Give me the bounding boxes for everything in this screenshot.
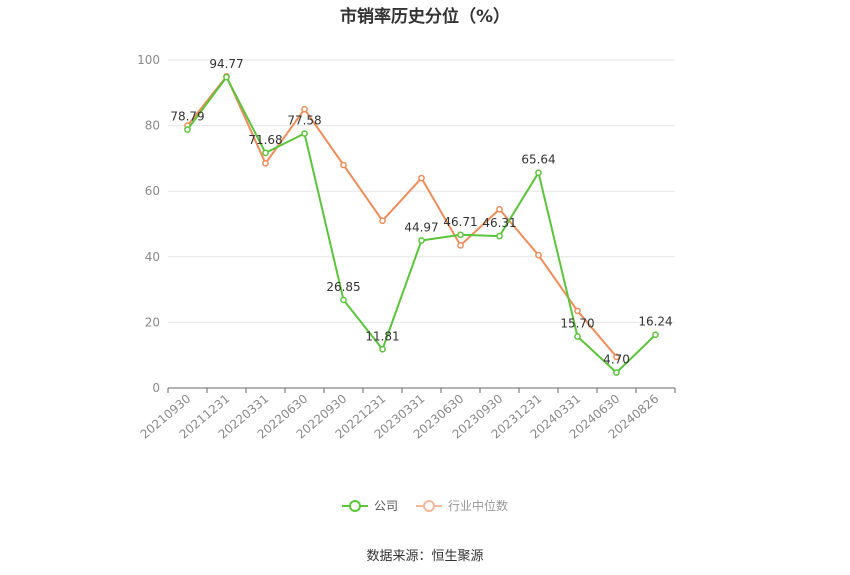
- data-label: 15.70: [560, 317, 594, 331]
- grid: [168, 59, 675, 323]
- y-tick-label: 80: [145, 119, 160, 133]
- data-point-industry: [496, 205, 503, 213]
- source-note: 数据来源：恒生聚源: [366, 549, 484, 564]
- legend-label-industry: 行业中位数: [448, 499, 509, 513]
- data-point-company: [340, 296, 347, 304]
- data-label: 77.58: [287, 114, 321, 128]
- legend-marker-industry: [416, 499, 442, 512]
- data-label: 65.64: [521, 153, 555, 167]
- legend: 公司 行业中位数: [0, 497, 850, 514]
- data-point-company: [379, 345, 386, 353]
- data-point-company: [535, 169, 542, 177]
- data-label: 11.81: [365, 329, 399, 343]
- data-label: 46.31: [482, 216, 516, 230]
- data-point-industry: [262, 159, 269, 167]
- chart-title: 市销率历史分位（%）: [339, 7, 511, 27]
- data-label: 4.70: [603, 353, 630, 367]
- y-tick-label: 100: [137, 53, 160, 67]
- data-point-industry: [301, 105, 308, 113]
- legend-label-company: 公司: [373, 499, 398, 513]
- data-point-company: [457, 231, 464, 239]
- data-label: 44.97: [404, 220, 438, 234]
- series-group: [184, 73, 659, 376]
- data-point-company: [496, 232, 503, 240]
- y-tick-label: 0: [152, 381, 160, 395]
- axes: 0204060801002021093020211231202203312022…: [137, 53, 676, 442]
- data-point-industry: [457, 241, 464, 249]
- data-label: 26.85: [326, 280, 360, 294]
- data-point-company: [574, 333, 581, 340]
- data-point-industry: [340, 161, 347, 169]
- y-tick-label: 20: [145, 315, 160, 329]
- data-label: 78.79: [170, 110, 204, 124]
- y-tick-label: 40: [145, 250, 160, 264]
- data-point-company: [223, 73, 230, 81]
- data-label: 46.71: [443, 215, 477, 229]
- legend-item-industry[interactable]: 行业中位数: [416, 497, 508, 514]
- data-label: 94.77: [209, 57, 243, 71]
- data-label: 71.68: [248, 133, 282, 147]
- data-point-company: [301, 130, 308, 137]
- legend-marker-company: [341, 499, 368, 512]
- series-line-industry: [186, 75, 618, 358]
- data-point-industry: [379, 217, 386, 225]
- data-label: 16.24: [638, 315, 672, 329]
- data-point-company: [418, 237, 425, 244]
- data-point-company: [262, 149, 269, 157]
- data-labels: 78.79 94.77 71.68 77.58 26.85 11.81 44.97 46.71…: [170, 57, 672, 366]
- data-point-industry: [535, 251, 542, 259]
- data-point-company: [613, 369, 620, 376]
- data-point-industry: [574, 307, 581, 315]
- data-point-industry: [613, 353, 620, 361]
- data-point-industry: [418, 174, 425, 182]
- data-point-company: [184, 126, 191, 133]
- legend-item-company[interactable]: 公司: [341, 497, 398, 514]
- y-tick-label: 60: [145, 184, 160, 198]
- data-point-company: [652, 331, 659, 339]
